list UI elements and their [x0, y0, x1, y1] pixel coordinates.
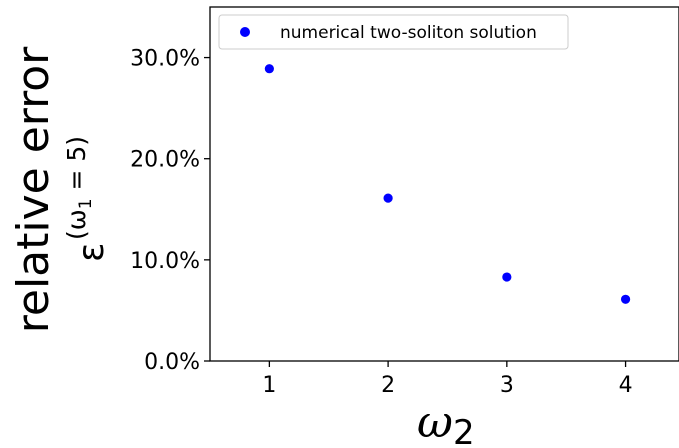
data-point: [502, 272, 512, 282]
legend-label: numerical two-soliton solution: [280, 23, 537, 43]
x-tick-label: 4: [619, 373, 633, 398]
plot-area: [209, 6, 679, 362]
y-tick-label: 20.0%: [130, 148, 200, 173]
x-axis: 1 2 3 4: [262, 361, 633, 398]
y-tick-label: 30.0%: [130, 47, 200, 72]
data-point: [620, 294, 631, 304]
x-tick-label: 1: [262, 373, 276, 398]
series-points: [264, 64, 631, 304]
y-tick-label: 10.0%: [130, 249, 200, 274]
data-point: [264, 64, 274, 74]
y-axis: 0.0% 10.0% 20.0% 30.0%: [130, 47, 210, 375]
y-tick-label: 0.0%: [144, 350, 200, 375]
y-axis-label: relative error ε (ω1 = 5): [8, 46, 112, 333]
x-axis-label-symbol: ω: [417, 397, 453, 448]
x-axis-label: ω 2: [417, 397, 475, 448]
x-axis-label-subscript: 2: [453, 413, 475, 448]
legend-marker: [240, 27, 250, 37]
y-axis-label-superscript: (ω1 = 5): [62, 136, 96, 240]
legend: numerical two-soliton solution: [218, 14, 569, 50]
x-tick-label: 3: [500, 373, 514, 398]
y-axis-label-symbol: ε: [71, 243, 112, 262]
legend-box: [218, 14, 569, 50]
y-axis-label-main: relative error: [8, 46, 59, 333]
x-tick-label: 2: [381, 373, 395, 398]
data-point: [383, 193, 393, 203]
